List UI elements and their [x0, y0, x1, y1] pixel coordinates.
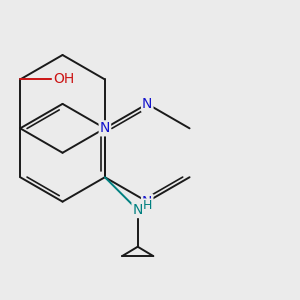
Text: N: N — [133, 203, 143, 217]
Text: H: H — [143, 199, 152, 212]
Text: N: N — [142, 195, 152, 209]
Text: N: N — [100, 121, 110, 135]
Text: OH: OH — [53, 72, 74, 86]
Text: N: N — [142, 97, 152, 111]
